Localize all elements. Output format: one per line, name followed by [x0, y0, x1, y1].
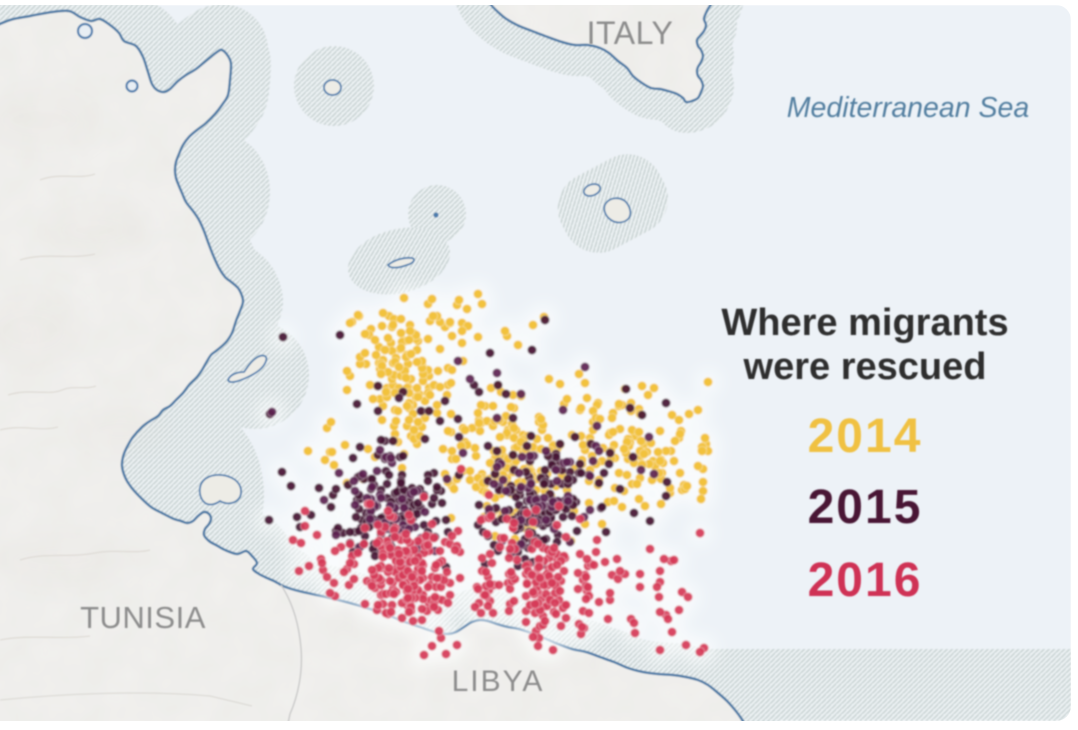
svg-text:ITALY: ITALY [587, 15, 674, 51]
svg-text:LIBYA: LIBYA [452, 665, 545, 698]
svg-text:2016: 2016 [808, 554, 923, 607]
svg-text:TUNISIA: TUNISIA [80, 600, 206, 635]
svg-text:Where migrants: Where migrants [721, 302, 1008, 344]
svg-text:Mediterranean Sea: Mediterranean Sea [787, 92, 1029, 124]
svg-text:were rescued: were rescued [743, 346, 987, 388]
svg-text:2015: 2015 [808, 481, 923, 534]
svg-text:2014: 2014 [808, 410, 923, 463]
